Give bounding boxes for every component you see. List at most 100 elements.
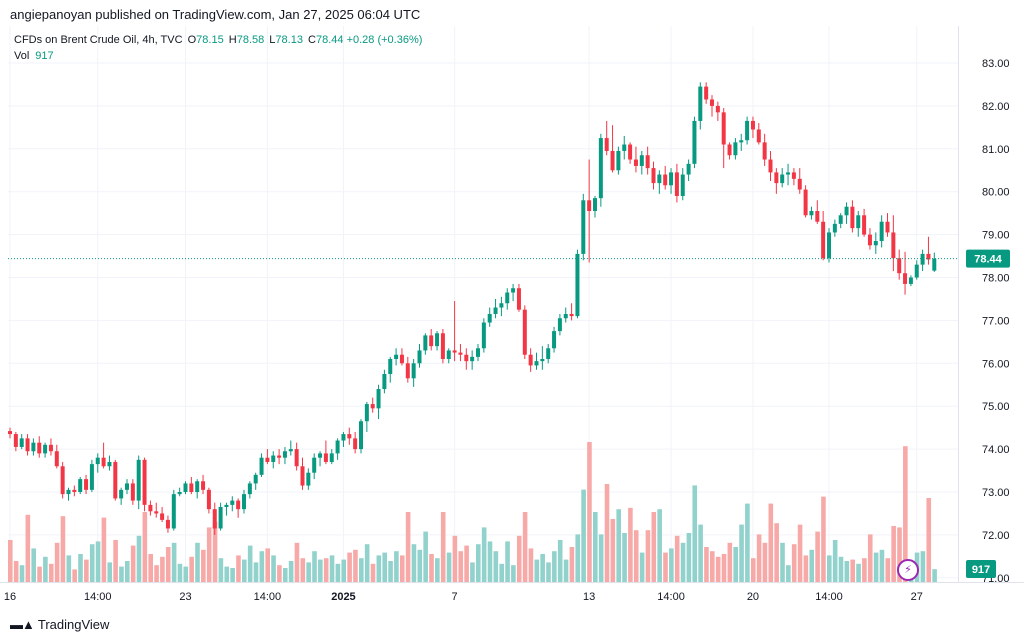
candle-body[interactable]	[598, 138, 603, 199]
candle-body[interactable]	[382, 374, 387, 390]
candle-body[interactable]	[78, 479, 83, 492]
candle-body[interactable]	[832, 223, 837, 233]
symbol-name[interactable]: CFDs on Brent Crude Oil, 4h, TVC	[14, 34, 183, 46]
candle-body[interactable]	[399, 354, 404, 364]
candle-body[interactable]	[750, 120, 755, 130]
candle-body[interactable]	[212, 509, 217, 529]
candle-body[interactable]	[821, 221, 826, 259]
candle-body[interactable]	[622, 144, 627, 151]
candle-body[interactable]	[593, 198, 597, 212]
candle-body[interactable]	[359, 421, 363, 450]
candle-body[interactable]	[499, 303, 504, 308]
candle-body[interactable]	[165, 519, 170, 529]
candle-body[interactable]	[113, 461, 118, 499]
candle-body[interactable]	[809, 211, 814, 216]
candle-body[interactable]	[610, 150, 615, 171]
candle-body[interactable]	[686, 163, 691, 175]
candle-body[interactable]	[540, 359, 545, 362]
candle-body[interactable]	[440, 333, 445, 360]
candle-body[interactable]	[206, 489, 211, 510]
candle-body[interactable]	[435, 333, 440, 347]
candle-body[interactable]	[710, 99, 714, 106]
candle-body[interactable]	[329, 453, 334, 462]
candle-body[interactable]	[423, 335, 428, 351]
candle-body[interactable]	[236, 500, 241, 510]
candle-body[interactable]	[31, 442, 36, 452]
candle-body[interactable]	[183, 483, 188, 492]
candle-body[interactable]	[282, 451, 287, 458]
candle-body[interactable]	[838, 215, 843, 224]
candle-body[interactable]	[48, 444, 53, 452]
candle-body[interactable]	[323, 453, 328, 462]
candle-body[interactable]	[897, 258, 902, 274]
candle-body[interactable]	[628, 144, 633, 160]
candle-body[interactable]	[335, 440, 340, 454]
candle-body[interactable]	[745, 120, 750, 141]
candle-body[interactable]	[242, 494, 246, 510]
candle-body[interactable]	[587, 200, 592, 212]
candle-body[interactable]	[364, 404, 369, 422]
candle-body[interactable]	[557, 318, 562, 332]
candle-body[interactable]	[66, 489, 71, 495]
candle-body[interactable]	[19, 438, 24, 447]
candle-body[interactable]	[37, 442, 42, 454]
candle-body[interactable]	[476, 348, 480, 357]
candle-body[interactable]	[791, 172, 796, 179]
candle-body[interactable]	[148, 504, 153, 512]
candle-body[interactable]	[347, 434, 352, 439]
candle-body[interactable]	[411, 363, 416, 379]
candle-body[interactable]	[528, 354, 533, 366]
candle-body[interactable]	[470, 356, 475, 362]
candle-body[interactable]	[265, 457, 270, 462]
candle-body[interactable]	[195, 481, 200, 492]
candle-body[interactable]	[253, 474, 258, 484]
candle-body[interactable]	[429, 335, 434, 347]
candle-body[interactable]	[25, 438, 30, 452]
candle-body[interactable]	[616, 150, 621, 171]
candle-body[interactable]	[84, 479, 89, 490]
candle-body[interactable]	[259, 457, 264, 475]
candle-body[interactable]	[727, 144, 732, 156]
candle-body[interactable]	[873, 241, 878, 246]
candle-body[interactable]	[230, 500, 235, 505]
candle-body[interactable]	[125, 483, 129, 490]
candle-body[interactable]	[721, 112, 726, 145]
candle-body[interactable]	[669, 172, 674, 186]
candle-body[interactable]	[633, 159, 638, 166]
candle-body[interactable]	[856, 215, 861, 229]
candle-body[interactable]	[674, 172, 679, 196]
candle-body[interactable]	[177, 492, 182, 495]
candle-body[interactable]	[862, 215, 867, 235]
candle-body[interactable]	[487, 313, 492, 323]
candle-body[interactable]	[107, 461, 112, 467]
candle-body[interactable]	[458, 352, 463, 355]
candle-body[interactable]	[288, 449, 293, 452]
lightning-icon[interactable]: ⚡	[897, 559, 919, 581]
candle-body[interactable]	[762, 142, 767, 160]
candle-body[interactable]	[189, 483, 194, 492]
candle-body[interactable]	[318, 453, 323, 458]
candle-body[interactable]	[13, 434, 18, 447]
candle-body[interactable]	[914, 264, 919, 278]
candle-body[interactable]	[247, 483, 252, 495]
candle-body[interactable]	[394, 354, 399, 360]
candle-body[interactable]	[768, 159, 773, 173]
candle-body[interactable]	[505, 292, 510, 304]
candle-body[interactable]	[639, 155, 644, 166]
candle-body[interactable]	[101, 457, 106, 467]
candle-body[interactable]	[405, 363, 410, 379]
candle-body[interactable]	[171, 494, 176, 529]
candle-body[interactable]	[534, 361, 539, 366]
candle-body[interactable]	[698, 86, 703, 121]
candle-body[interactable]	[581, 200, 586, 254]
candle-body[interactable]	[569, 313, 574, 317]
candle-body[interactable]	[733, 142, 738, 156]
candle-body[interactable]	[294, 449, 299, 467]
candle-body[interactable]	[511, 288, 516, 293]
candle-body[interactable]	[493, 307, 498, 314]
footer-brand[interactable]: ▬▲ TradingView	[10, 617, 109, 632]
candle-body[interactable]	[271, 455, 276, 462]
candle-body[interactable]	[218, 507, 223, 529]
candle-body[interactable]	[879, 221, 884, 242]
candle-body[interactable]	[446, 350, 451, 360]
